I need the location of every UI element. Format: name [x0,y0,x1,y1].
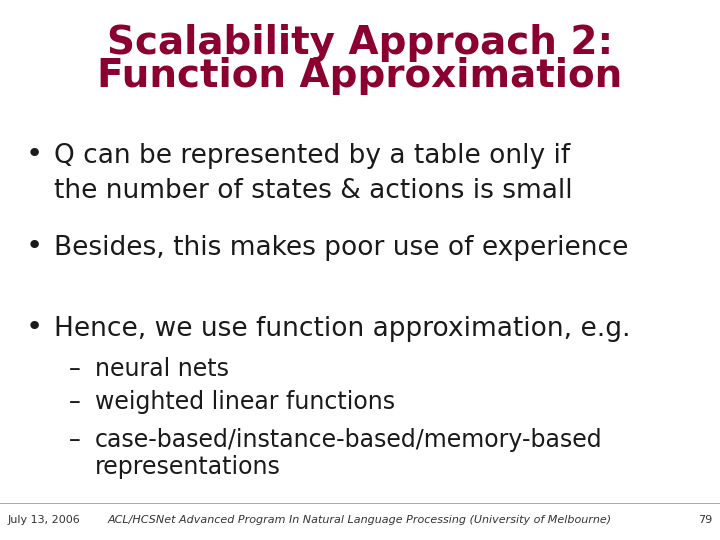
Text: case-based/instance-based/memory-based: case-based/instance-based/memory-based [95,428,603,451]
Text: Scalability Approach 2:: Scalability Approach 2: [107,24,613,62]
Text: Hence, we use function approximation, e.g.: Hence, we use function approximation, e.… [54,316,631,342]
Text: •: • [25,232,42,260]
Text: ACL/HCSNet Advanced Program In Natural Language Processing (University of Melbou: ACL/HCSNet Advanced Program In Natural L… [108,515,612,525]
Text: weighted linear functions: weighted linear functions [95,390,395,414]
Text: Besides, this makes poor use of experience: Besides, this makes poor use of experien… [54,235,629,261]
Text: –: – [68,390,80,414]
Text: –: – [68,428,80,451]
Text: representations: representations [95,455,281,478]
Text: –: – [68,357,80,381]
Text: neural nets: neural nets [95,357,229,381]
Text: •: • [25,313,42,341]
Text: July 13, 2006: July 13, 2006 [7,515,80,525]
Text: Function Approximation: Function Approximation [97,57,623,94]
Text: 79: 79 [698,515,713,525]
Text: •: • [25,140,42,168]
Text: Q can be represented by a table only if: Q can be represented by a table only if [54,143,570,169]
Text: the number of states & actions is small: the number of states & actions is small [54,178,572,204]
